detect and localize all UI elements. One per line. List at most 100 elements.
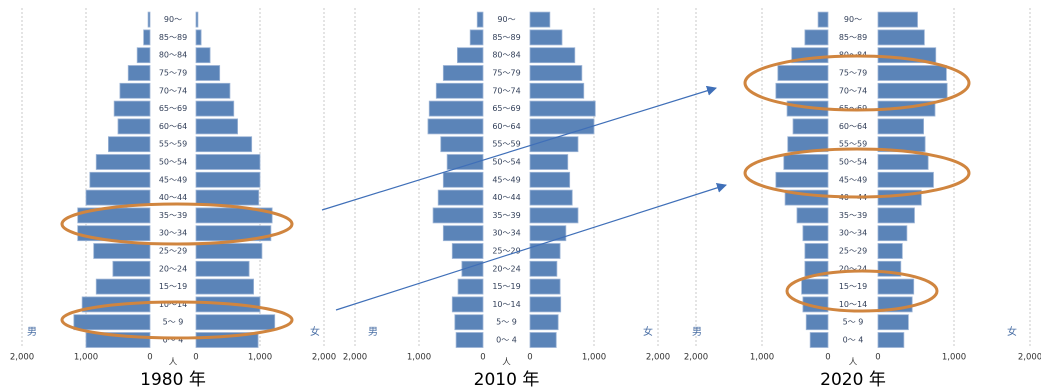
category-label: 70～74 bbox=[492, 86, 520, 95]
arrow bbox=[321, 85, 717, 211]
bar bbox=[529, 47, 576, 64]
bar bbox=[195, 29, 202, 46]
category-label: 55～59 bbox=[839, 140, 867, 149]
bar bbox=[195, 260, 250, 277]
category-label: 75～79 bbox=[492, 69, 520, 78]
bar bbox=[119, 82, 151, 99]
x-tick-label: 0 bbox=[825, 353, 830, 363]
chart-title: 1980 年 bbox=[140, 370, 206, 390]
category-label: 5～ 9 bbox=[496, 318, 517, 327]
category-label: 70～74 bbox=[159, 86, 187, 95]
category-label: 10～14 bbox=[839, 300, 867, 309]
chart-title: 2020 年 bbox=[820, 370, 886, 390]
bar bbox=[442, 65, 484, 81]
bar bbox=[476, 11, 484, 28]
category-label: 50～54 bbox=[839, 158, 867, 167]
bar bbox=[136, 47, 151, 64]
bar bbox=[195, 243, 263, 259]
bar bbox=[195, 278, 254, 295]
category-label: 65～69 bbox=[492, 104, 520, 113]
bar bbox=[143, 29, 151, 46]
category-label: 5～ 9 bbox=[843, 318, 864, 327]
x-axis-label: 人 bbox=[849, 358, 858, 368]
bar bbox=[877, 332, 905, 348]
bar bbox=[792, 118, 829, 135]
bar bbox=[117, 118, 151, 135]
category-label: 30～34 bbox=[492, 229, 520, 238]
bar bbox=[802, 225, 829, 242]
x-tick-label: 2,000 bbox=[312, 353, 336, 363]
category-label: 45～49 bbox=[839, 175, 867, 184]
x-tick-label: 0 bbox=[480, 353, 485, 363]
pyramid: 0 0 1,000 1,000 2,000 2,000 人 男 女 0～ 4 5～ 9 10～14 15… bbox=[343, 8, 670, 390]
x-tick-label: 0 bbox=[193, 353, 198, 363]
category-label: 20～24 bbox=[492, 264, 520, 273]
bar bbox=[529, 207, 579, 224]
x-tick-label: 0 bbox=[147, 353, 152, 363]
x-tick-label: 2,000 bbox=[10, 353, 34, 363]
bar bbox=[529, 136, 579, 153]
bar bbox=[796, 207, 829, 224]
bar bbox=[147, 11, 151, 28]
bar bbox=[877, 154, 929, 170]
category-label: 15～19 bbox=[839, 282, 867, 291]
bar bbox=[529, 332, 557, 348]
bar bbox=[457, 278, 484, 295]
category-label: 30～34 bbox=[159, 229, 187, 238]
x-tick-label: 2,000 bbox=[646, 353, 670, 363]
category-label: 15～19 bbox=[159, 282, 187, 291]
arrow bbox=[335, 182, 727, 311]
bar bbox=[73, 314, 151, 331]
x-tick-label: 1,000 bbox=[407, 353, 431, 363]
category-label: 45～49 bbox=[492, 175, 520, 184]
category-label: 10～14 bbox=[492, 300, 520, 309]
bar bbox=[451, 243, 484, 259]
category-label: 80～84 bbox=[159, 51, 187, 60]
legend-label: 女 bbox=[643, 325, 653, 338]
bar bbox=[529, 314, 559, 331]
bar bbox=[877, 118, 924, 135]
category-label: 25～29 bbox=[492, 247, 520, 256]
bar bbox=[804, 29, 829, 46]
category-label: 60～64 bbox=[159, 122, 187, 131]
pyramid: 0 0 1,000 1,000 2,000 2,000 人 男 女 0～ 4 5～ 9 10～14 15… bbox=[10, 8, 336, 390]
category-label: 35～39 bbox=[159, 211, 187, 220]
bar bbox=[529, 296, 562, 313]
category-label: 55～59 bbox=[492, 140, 520, 149]
bar bbox=[877, 171, 934, 188]
bar bbox=[529, 118, 595, 135]
legend-label: 男 bbox=[692, 326, 702, 338]
bar bbox=[801, 278, 829, 295]
bar bbox=[877, 225, 908, 242]
category-label: 45～49 bbox=[159, 175, 187, 184]
category-label: 65～69 bbox=[159, 104, 187, 113]
x-tick-label: 0 bbox=[875, 353, 880, 363]
category-label: 50～54 bbox=[159, 158, 187, 167]
bar bbox=[195, 171, 261, 188]
bar bbox=[432, 207, 484, 224]
bar bbox=[442, 225, 484, 242]
legend-label: 女 bbox=[310, 325, 320, 338]
x-tick-label: 1,000 bbox=[750, 353, 774, 363]
category-label: 40～44 bbox=[159, 193, 187, 202]
bar bbox=[89, 171, 151, 188]
category-label: 30～34 bbox=[839, 229, 867, 238]
bar bbox=[451, 296, 484, 313]
category-label: 35～39 bbox=[492, 211, 520, 220]
bar bbox=[809, 332, 829, 348]
bar bbox=[877, 82, 948, 99]
bar bbox=[95, 154, 151, 170]
highlight-ellipse bbox=[60, 300, 294, 340]
legend-label: 女 bbox=[1007, 325, 1017, 338]
bar bbox=[529, 225, 567, 242]
x-axis-label: 人 bbox=[502, 358, 511, 368]
plots: 0 0 1,000 1,000 2,000 2,000 人 男 女 0～ 4 5～ 9 10～14 15… bbox=[10, 8, 1041, 390]
x-tick-label: 2,000 bbox=[343, 353, 367, 363]
x-tick-label: 1,000 bbox=[942, 353, 966, 363]
bar bbox=[195, 314, 276, 331]
category-label: 80～84 bbox=[492, 51, 520, 60]
bar bbox=[529, 189, 573, 206]
category-label: 40～44 bbox=[492, 193, 520, 202]
bar bbox=[195, 47, 211, 64]
